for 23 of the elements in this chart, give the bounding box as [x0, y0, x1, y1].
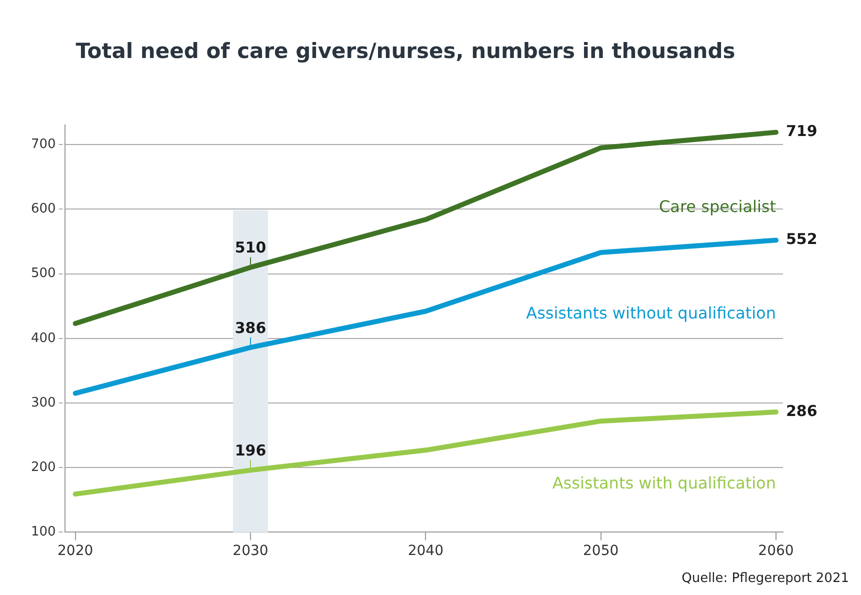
x-tick-label: 2060 — [758, 543, 794, 560]
data-label: 510 — [234, 238, 266, 257]
chart-title: Total need of care givers/nurses, numbers in thousands — [76, 39, 736, 64]
y-tick-label: 600 — [30, 202, 56, 217]
x-tick-label: 2030 — [232, 543, 268, 560]
text: Care specialist — [658, 197, 776, 216]
y-tick-label: 500 — [30, 266, 56, 282]
data-label: 552 — [786, 230, 818, 248]
y-tick-label: 200 — [30, 460, 56, 475]
x-tick-label: 2040 — [408, 543, 444, 560]
series-label: Assistants without qualification — [526, 303, 776, 322]
y-tick-label: 100 — [30, 524, 56, 540]
data-label: 719 — [786, 122, 818, 140]
source-note: Quelle: Pflegereport 2021 — [682, 570, 849, 586]
data-label: 196 — [234, 442, 266, 460]
data-label: 386 — [234, 318, 266, 337]
y-tick-label: 400 — [30, 330, 56, 346]
x-tick-label: 2020 — [58, 543, 94, 560]
text: Assistants with qualification — [552, 474, 776, 493]
y-tick-label: 700 — [30, 136, 56, 152]
x-tick-label: 2050 — [583, 543, 619, 560]
y-tick-label: 300 — [30, 395, 56, 410]
data-label: 286 — [786, 402, 818, 420]
